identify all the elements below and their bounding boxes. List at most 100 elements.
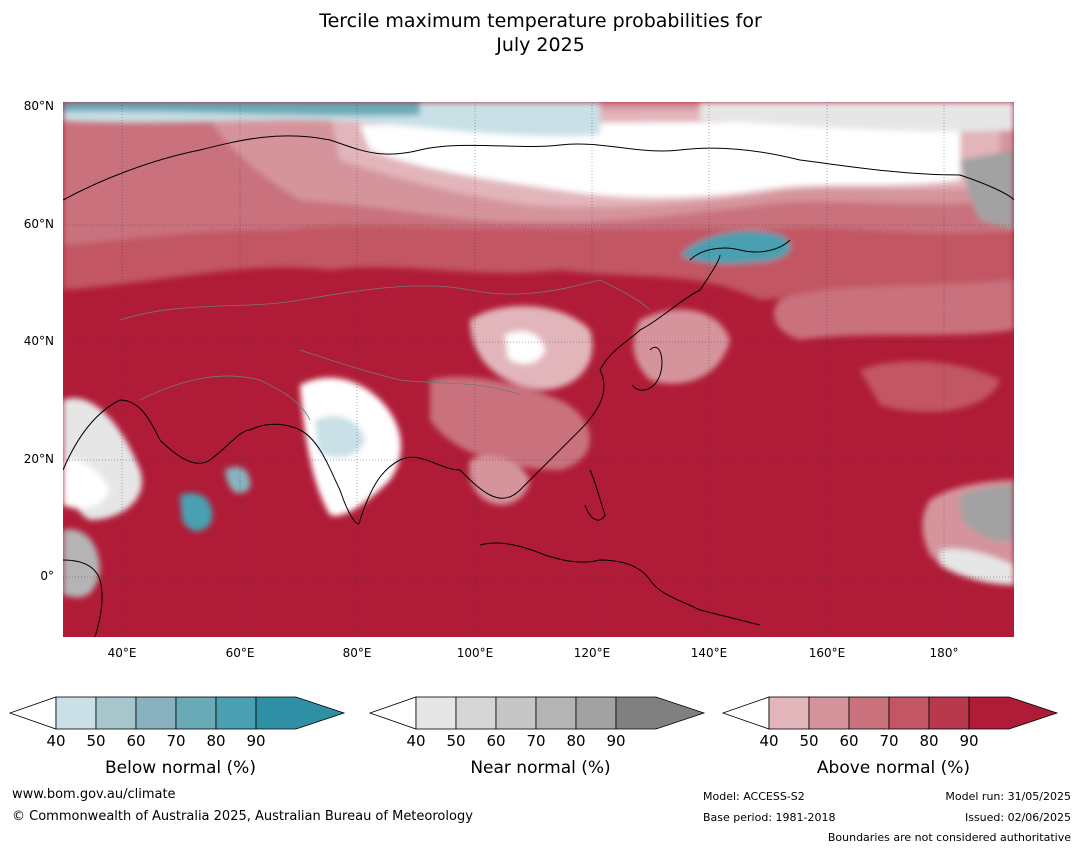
- colorbar-label-below: Below normal (%): [105, 758, 256, 778]
- colorbar-below-segment-0: [55, 696, 97, 730]
- colorbar-above-segment-2: [848, 696, 890, 730]
- field-zone-china-south: [430, 376, 590, 470]
- colorbar-above-segment-1: [808, 696, 850, 730]
- colorbar-above-tick-70: 70: [879, 732, 898, 750]
- colorbar-below-normal: 40 50 60 70 80 90: [8, 696, 346, 750]
- colorbar-label-above: Above normal (%): [816, 758, 971, 778]
- lat-label-80: 80°N: [23, 99, 54, 113]
- colorbar-below-tick-70: 70: [166, 732, 185, 750]
- coastline-maritime: [479, 542, 761, 626]
- colorbar-near-tick-80: 80: [566, 732, 585, 750]
- colorbar-below-tick-80: 80: [206, 732, 225, 750]
- border-middle-east: [139, 375, 311, 421]
- colorbar-near-segment-4: [575, 696, 617, 730]
- lat-label-0: 0°: [40, 569, 54, 583]
- colorbar-below-tick-90: 90: [246, 732, 265, 750]
- field-zone-arctic-below-2: [63, 102, 420, 116]
- colorbar-near-segment-0: [415, 696, 457, 730]
- colorbar-above-segment-5: [968, 696, 1059, 730]
- colorbar-above-tick-40: 40: [759, 732, 778, 750]
- lon-label-100: 100°E: [456, 646, 494, 660]
- field-zone-okhotsk-below: [680, 231, 791, 264]
- field-zone-chukotka-near: [960, 150, 1014, 230]
- border-mongolia-russia: [119, 279, 651, 321]
- footer-base-period: Base period: 1981-2018: [703, 811, 836, 824]
- field-zone-pacific-mid: [860, 361, 1000, 412]
- colorbar-below-segment-1: [95, 696, 137, 730]
- colorbar-below-segment-2: [135, 696, 177, 730]
- colorbar-near-tick-90: 90: [606, 732, 625, 750]
- footer-url: www.bom.gov.au/climate: [12, 787, 176, 802]
- field-zone-arabian-sea-below: [225, 466, 251, 494]
- field-zone-pacific-near: [960, 485, 1014, 542]
- colorbar-near-normal: 40 50 60 70 80 90: [368, 696, 706, 750]
- coastline-south-asia: [63, 254, 721, 525]
- lon-label-180: 180°: [929, 646, 959, 660]
- colorbar-near-segment-3: [535, 696, 577, 730]
- coastline-arctic: [63, 135, 1014, 201]
- title-line-2: July 2025: [496, 34, 585, 56]
- colorbar-near-tick-50: 50: [446, 732, 465, 750]
- colorbar-above-segment-3: [888, 696, 930, 730]
- colorbar-near-segment-5: [615, 696, 706, 730]
- footer-copyright: © Commonwealth of Australia 2025, Austra…: [12, 809, 473, 824]
- colorbar-above-tick-90: 90: [959, 732, 978, 750]
- lon-label-80: 80°E: [342, 646, 372, 660]
- colorbar-above-segment-4: [928, 696, 970, 730]
- map-field: [63, 102, 1014, 637]
- colorbar-below-segment-4: [215, 696, 257, 730]
- lon-label-40: 40°E: [107, 646, 137, 660]
- lon-label-120: 120°E: [573, 646, 611, 660]
- colorbar-near-segment-2: [495, 696, 537, 730]
- colorbar-below-segment-5: [255, 696, 346, 730]
- field-zone-pacific-near-2: [940, 548, 1014, 585]
- colorbar-near-segment-1: [455, 696, 497, 730]
- field-zone-arabia-white: [63, 459, 110, 509]
- lon-label-140: 140°E: [690, 646, 728, 660]
- field-zone-pacific-north: [774, 280, 1014, 340]
- field-zone-india-below: [315, 416, 365, 458]
- colorbar-above-normal: 40 50 60 70 80 90: [721, 696, 1059, 750]
- colorbar-above-tick-80: 80: [919, 732, 938, 750]
- footer-model-run: Model run: 31/05/2025: [945, 790, 1071, 803]
- field-zone-indochina: [469, 456, 530, 505]
- field-zone-korea-japan: [633, 309, 730, 384]
- lon-label-60: 60°E: [225, 646, 255, 660]
- colorbar-below-tick-60: 60: [126, 732, 145, 750]
- colorbar-below-tick-50: 50: [86, 732, 105, 750]
- footer-model: Model: ACCESS-S2: [703, 790, 805, 803]
- colorbar-near-tick-60: 60: [486, 732, 505, 750]
- coastline-africa: [63, 559, 103, 637]
- colorbar-above-tick-50: 50: [799, 732, 818, 750]
- border-himalaya: [299, 349, 521, 396]
- borders: [119, 279, 651, 421]
- colorbar-label-near: Near normal (%): [470, 758, 611, 778]
- coastline-japan: [631, 347, 663, 391]
- coastline-philippines: [584, 469, 606, 521]
- colorbar-above-tick-60: 60: [839, 732, 858, 750]
- colorbar-near-tick-70: 70: [526, 732, 545, 750]
- field-zone-africa-near: [63, 529, 100, 598]
- field-zone-arctic-white: [360, 120, 960, 198]
- lat-label-60: 60°N: [23, 217, 54, 231]
- footer-issued: Issued: 02/06/2025: [964, 811, 1071, 824]
- title-line-1: Tercile maximum temperature probabilitie…: [319, 10, 762, 32]
- field-zone-arctic-near: [700, 102, 1014, 132]
- colorbar-above-segment-0: [768, 696, 810, 730]
- colorbar-near-tick-40: 40: [406, 732, 425, 750]
- coastline-okhotsk: [689, 239, 791, 261]
- field-zone-tibet-white: [505, 331, 545, 364]
- lat-label-40: 40°N: [23, 334, 54, 348]
- field-zone-somalia-below: [180, 492, 213, 532]
- colorbar-above-low-extend: [721, 696, 770, 730]
- lon-label-160: 160°E: [808, 646, 846, 660]
- colorbar-below-segment-3: [175, 696, 217, 730]
- colorbar-near-low-extend: [368, 696, 417, 730]
- gridlines: [63, 102, 1014, 637]
- coastlines: [63, 135, 1014, 637]
- footer-disclaimer: Boundaries are not considered authoritat…: [827, 831, 1071, 844]
- colorbar-below-tick-40: 40: [46, 732, 65, 750]
- lat-label-20: 20°N: [23, 452, 54, 466]
- colorbar-below-low-extend: [8, 696, 57, 730]
